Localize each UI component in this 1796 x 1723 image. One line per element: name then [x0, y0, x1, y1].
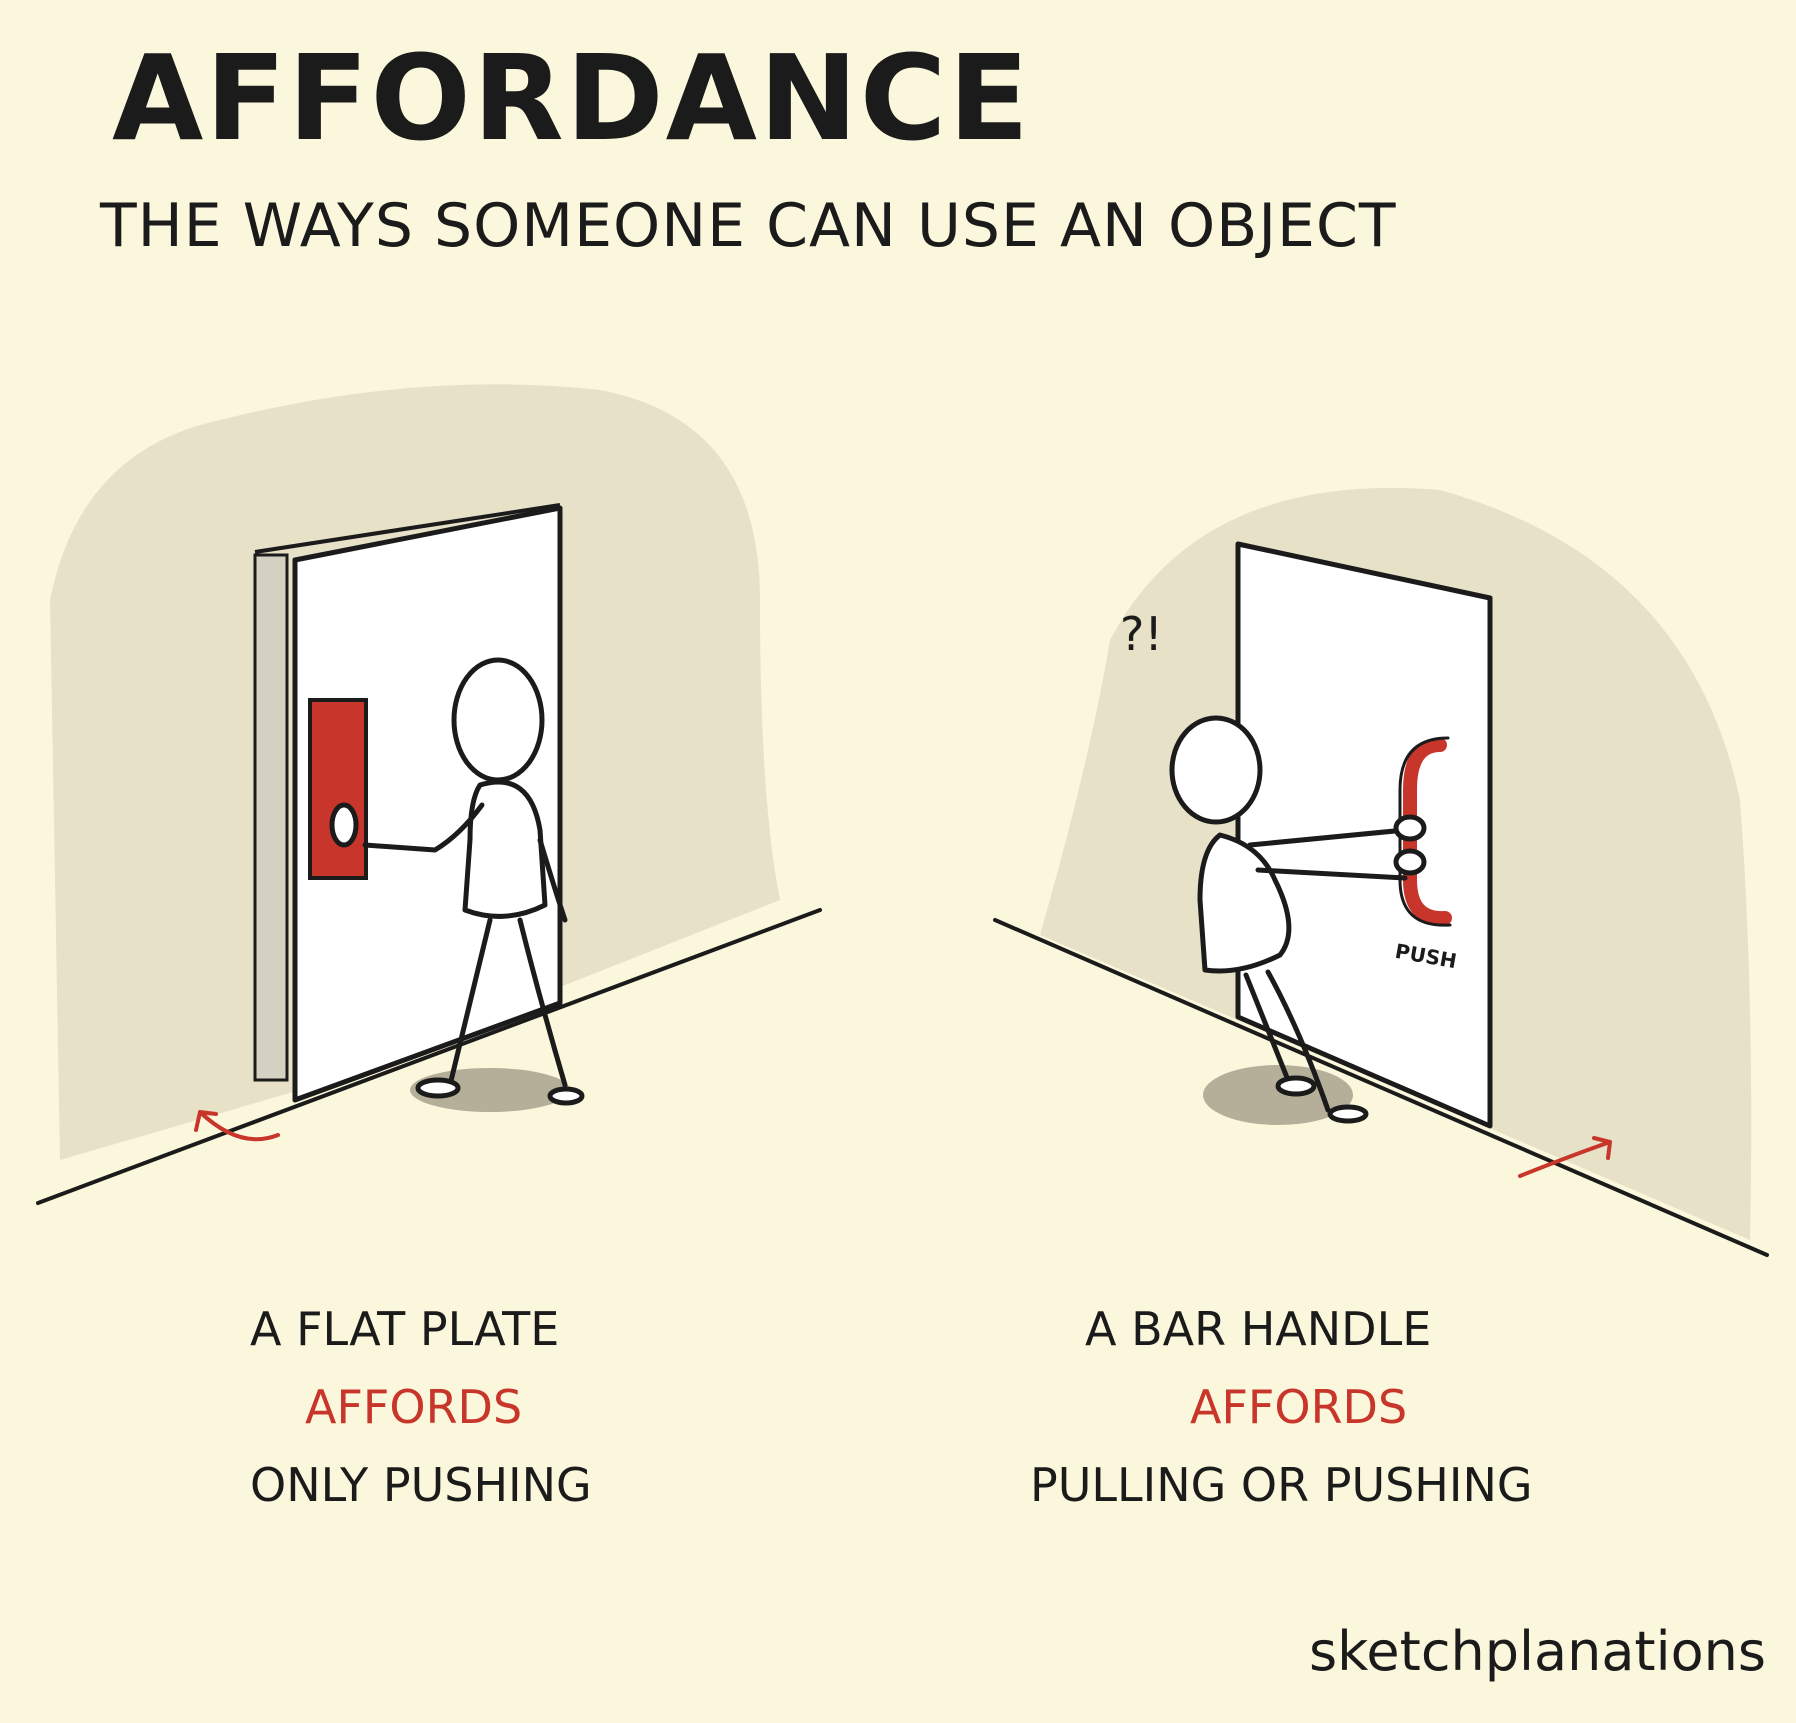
left-person-hand — [329, 802, 359, 848]
page-title: AFFORDANCE — [112, 29, 1031, 167]
right-person-arm-upper — [1247, 827, 1408, 848]
right-person-hand-upper — [1393, 814, 1427, 842]
left-floor-line — [36, 908, 822, 1205]
right-caption: A BAR HANDLE AFFORDS PULLING OR PUSHING — [1030, 1290, 1533, 1524]
left-person-arm — [362, 802, 485, 853]
left-caption-line3: ONLY PUSHING — [250, 1458, 592, 1512]
left-person-head — [451, 657, 545, 783]
left-door-top — [254, 503, 561, 554]
right-person-hand-lower — [1393, 848, 1427, 876]
left-caption-affords: AFFORDS — [305, 1380, 523, 1434]
right-person-legs — [1243, 969, 1331, 1113]
right-caption-affords: AFFORDS — [1190, 1380, 1408, 1434]
right-caption-line3: PULLING OR PUSHING — [1030, 1458, 1533, 1512]
confusion-marks: ?! — [1120, 607, 1163, 661]
left-caption: A FLAT PLATE AFFORDS ONLY PUSHING — [250, 1290, 592, 1524]
right-person — [1169, 715, 1427, 1124]
push-plate — [308, 698, 368, 880]
left-swing-arrow — [194, 1110, 280, 1142]
right-person-arm-lower — [1255, 867, 1408, 881]
left-scene — [36, 384, 822, 1205]
right-swing-arrow — [1518, 1136, 1612, 1178]
right-person-foot-right — [1327, 1104, 1369, 1124]
right-person-foot-left — [1275, 1075, 1317, 1097]
left-person-foot-right — [547, 1086, 585, 1106]
left-person — [329, 657, 585, 1106]
page-subtitle: THE WAYS SOMEONE CAN USE AN OBJECT — [100, 191, 1397, 261]
left-caption-line1: A FLAT PLATE — [250, 1302, 560, 1356]
left-person-body — [462, 779, 548, 919]
left-person-back-arm — [537, 837, 568, 923]
left-door-frame — [253, 553, 289, 1082]
right-person-head — [1169, 715, 1263, 825]
left-person-foot-left — [415, 1077, 461, 1099]
left-person-legs — [447, 917, 568, 1088]
right-floor-line — [993, 918, 1769, 1257]
brand-signature: sketchplanations — [1308, 1620, 1766, 1683]
left-door — [292, 505, 563, 1103]
right-scene: PUSH ?! — [993, 487, 1769, 1257]
right-caption-line1: A BAR HANDLE — [1085, 1302, 1432, 1356]
